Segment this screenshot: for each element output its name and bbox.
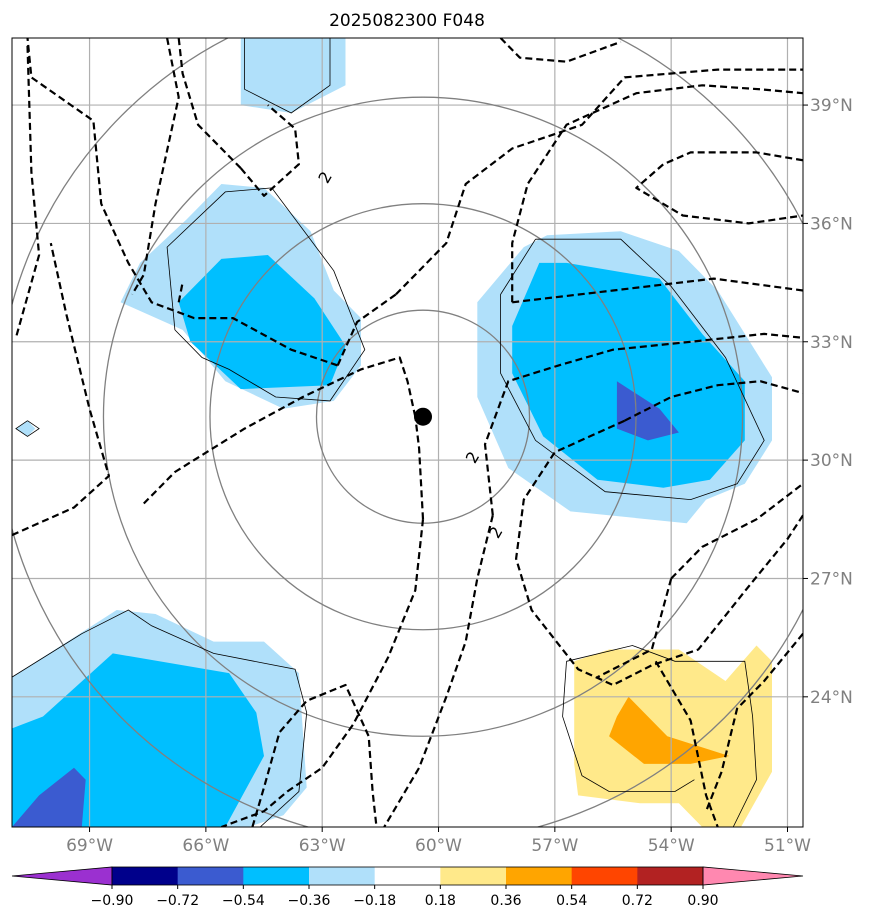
dashed-contour-14 <box>670 482 803 580</box>
chart-title: 2025082300 F048 <box>329 11 485 31</box>
y-tick-label-3: 33°N <box>810 333 853 353</box>
thin-contour-3 <box>12 609 308 827</box>
x-tick-label-5: 54°W <box>648 836 695 856</box>
colorbar-swatch-8 <box>637 867 704 885</box>
colorbar-tick-label-3: −0.36 <box>288 893 331 909</box>
range-ring-2 <box>102 96 744 737</box>
colorbar: −0.90 −0.72 −0.54 −0.36 −0.18 0.18 0.36 0.54 0.7… <box>11 866 804 909</box>
colorbar-swatch-3 <box>309 867 376 885</box>
dashed-contour-1 <box>511 84 803 303</box>
dashed-contour-11 <box>336 293 397 366</box>
dashed-contour-21 <box>131 38 180 295</box>
dashed-contour-13 <box>597 578 673 679</box>
colorbar-swatch-2 <box>243 867 310 885</box>
x-tick-label-4: 57°W <box>531 836 578 856</box>
colorbar-swatch-6 <box>506 867 573 885</box>
dashed-contour-20 <box>14 45 41 339</box>
dashed-contour-2 <box>512 277 803 304</box>
colorbar-tick-label-6: 0.36 <box>490 893 521 909</box>
contour-label-2: 2 <box>485 523 507 541</box>
colorbar-extend-high <box>702 866 804 886</box>
y-tick-label-0: 24°N <box>810 688 853 708</box>
dashed-contour-16 <box>251 683 378 827</box>
shaded-region-10 <box>574 645 772 827</box>
shaded-region-8 <box>616 381 679 441</box>
plot-frame <box>11 37 804 828</box>
contour-label-1: 2 <box>462 448 484 466</box>
colorbar-swatch-4 <box>374 867 441 885</box>
dashed-contour-5 <box>514 419 803 687</box>
dashed-contour-0 <box>143 356 417 505</box>
colorbar-tick-label-2: −0.54 <box>222 893 265 909</box>
x-tick-label-6: 51°W <box>764 836 811 856</box>
shaded-region-4 <box>15 420 36 437</box>
dashed-contour-15 <box>654 660 719 827</box>
colorbar-tick-label-7: 0.54 <box>556 893 587 909</box>
colorbar-tick-label-1: −0.72 <box>156 893 199 909</box>
dashed-contour-17 <box>177 38 242 169</box>
y-axis-ticks: 24°N 27°N 30°N 33°N 36°N 39°N <box>803 96 853 708</box>
dashed-contour-23 <box>499 38 622 63</box>
colorbar-frame <box>111 866 704 886</box>
plot-area: 2 2 2 <box>12 38 803 827</box>
dashed-contour-12 <box>26 38 339 367</box>
thin-contour-2 <box>500 238 765 501</box>
thin-contour-5 <box>566 645 757 827</box>
colorbar-swatch-0 <box>112 867 179 885</box>
x-tick-label-2: 63°W <box>299 836 346 856</box>
y-tick-label-1: 27°N <box>810 569 853 589</box>
colorbar-tick-label-8: 0.72 <box>622 893 653 909</box>
y-tick-label-2: 30°N <box>810 451 853 471</box>
shaded-region-11 <box>609 696 730 764</box>
colorbar-extend-low <box>11 866 113 886</box>
shaded-region-5 <box>178 255 346 390</box>
colorbar-swatch-5 <box>440 867 507 885</box>
contour-label-0: 2 <box>314 168 336 186</box>
x-tick-label-3: 60°W <box>415 836 462 856</box>
thin-contour-4 <box>15 420 40 437</box>
shaded-region-0 <box>240 38 346 113</box>
colorbar-tick-label-9: 0.90 <box>687 893 718 909</box>
thin-contour-6 <box>562 661 695 792</box>
range-ring-1 <box>209 203 637 631</box>
colorbar-tick-label-5: 0.18 <box>425 893 456 909</box>
shaded-region-9 <box>12 767 86 827</box>
shaded-region-6 <box>512 262 745 488</box>
dashed-contour-19 <box>177 282 184 303</box>
dashed-contour-3 <box>635 151 803 225</box>
dashed-contour-10 <box>395 68 803 296</box>
dashed-contour-7 <box>383 515 494 827</box>
thin-contour-0 <box>244 38 331 114</box>
dashed-contour-4 <box>624 380 803 422</box>
dashed-contour-9 <box>221 519 425 827</box>
dashed-contour-6 <box>483 332 803 516</box>
dashed-contour-18 <box>239 104 300 197</box>
x-tick-label-1: 66°W <box>182 836 229 856</box>
y-tick-label-4: 36°N <box>810 214 853 234</box>
x-axis-ticks: 69°W 66°W 63°W 60°W 57°W 54°W 51°W <box>66 827 811 856</box>
colorbar-tick-label-4: −0.18 <box>353 893 396 909</box>
colorbar-swatch-1 <box>177 867 244 885</box>
y-tick-label-5: 39°N <box>810 96 853 116</box>
storm-center-marker <box>414 407 433 426</box>
colorbar-tick-label-0: −0.90 <box>91 893 134 909</box>
dashed-contour-24 <box>12 242 111 537</box>
thin-contour-1 <box>166 187 366 402</box>
colorbar-swatch-7 <box>571 867 638 885</box>
dashed-contour-8 <box>414 416 425 520</box>
x-tick-label-0: 69°W <box>66 836 113 856</box>
dashed-contour-22 <box>705 633 803 812</box>
